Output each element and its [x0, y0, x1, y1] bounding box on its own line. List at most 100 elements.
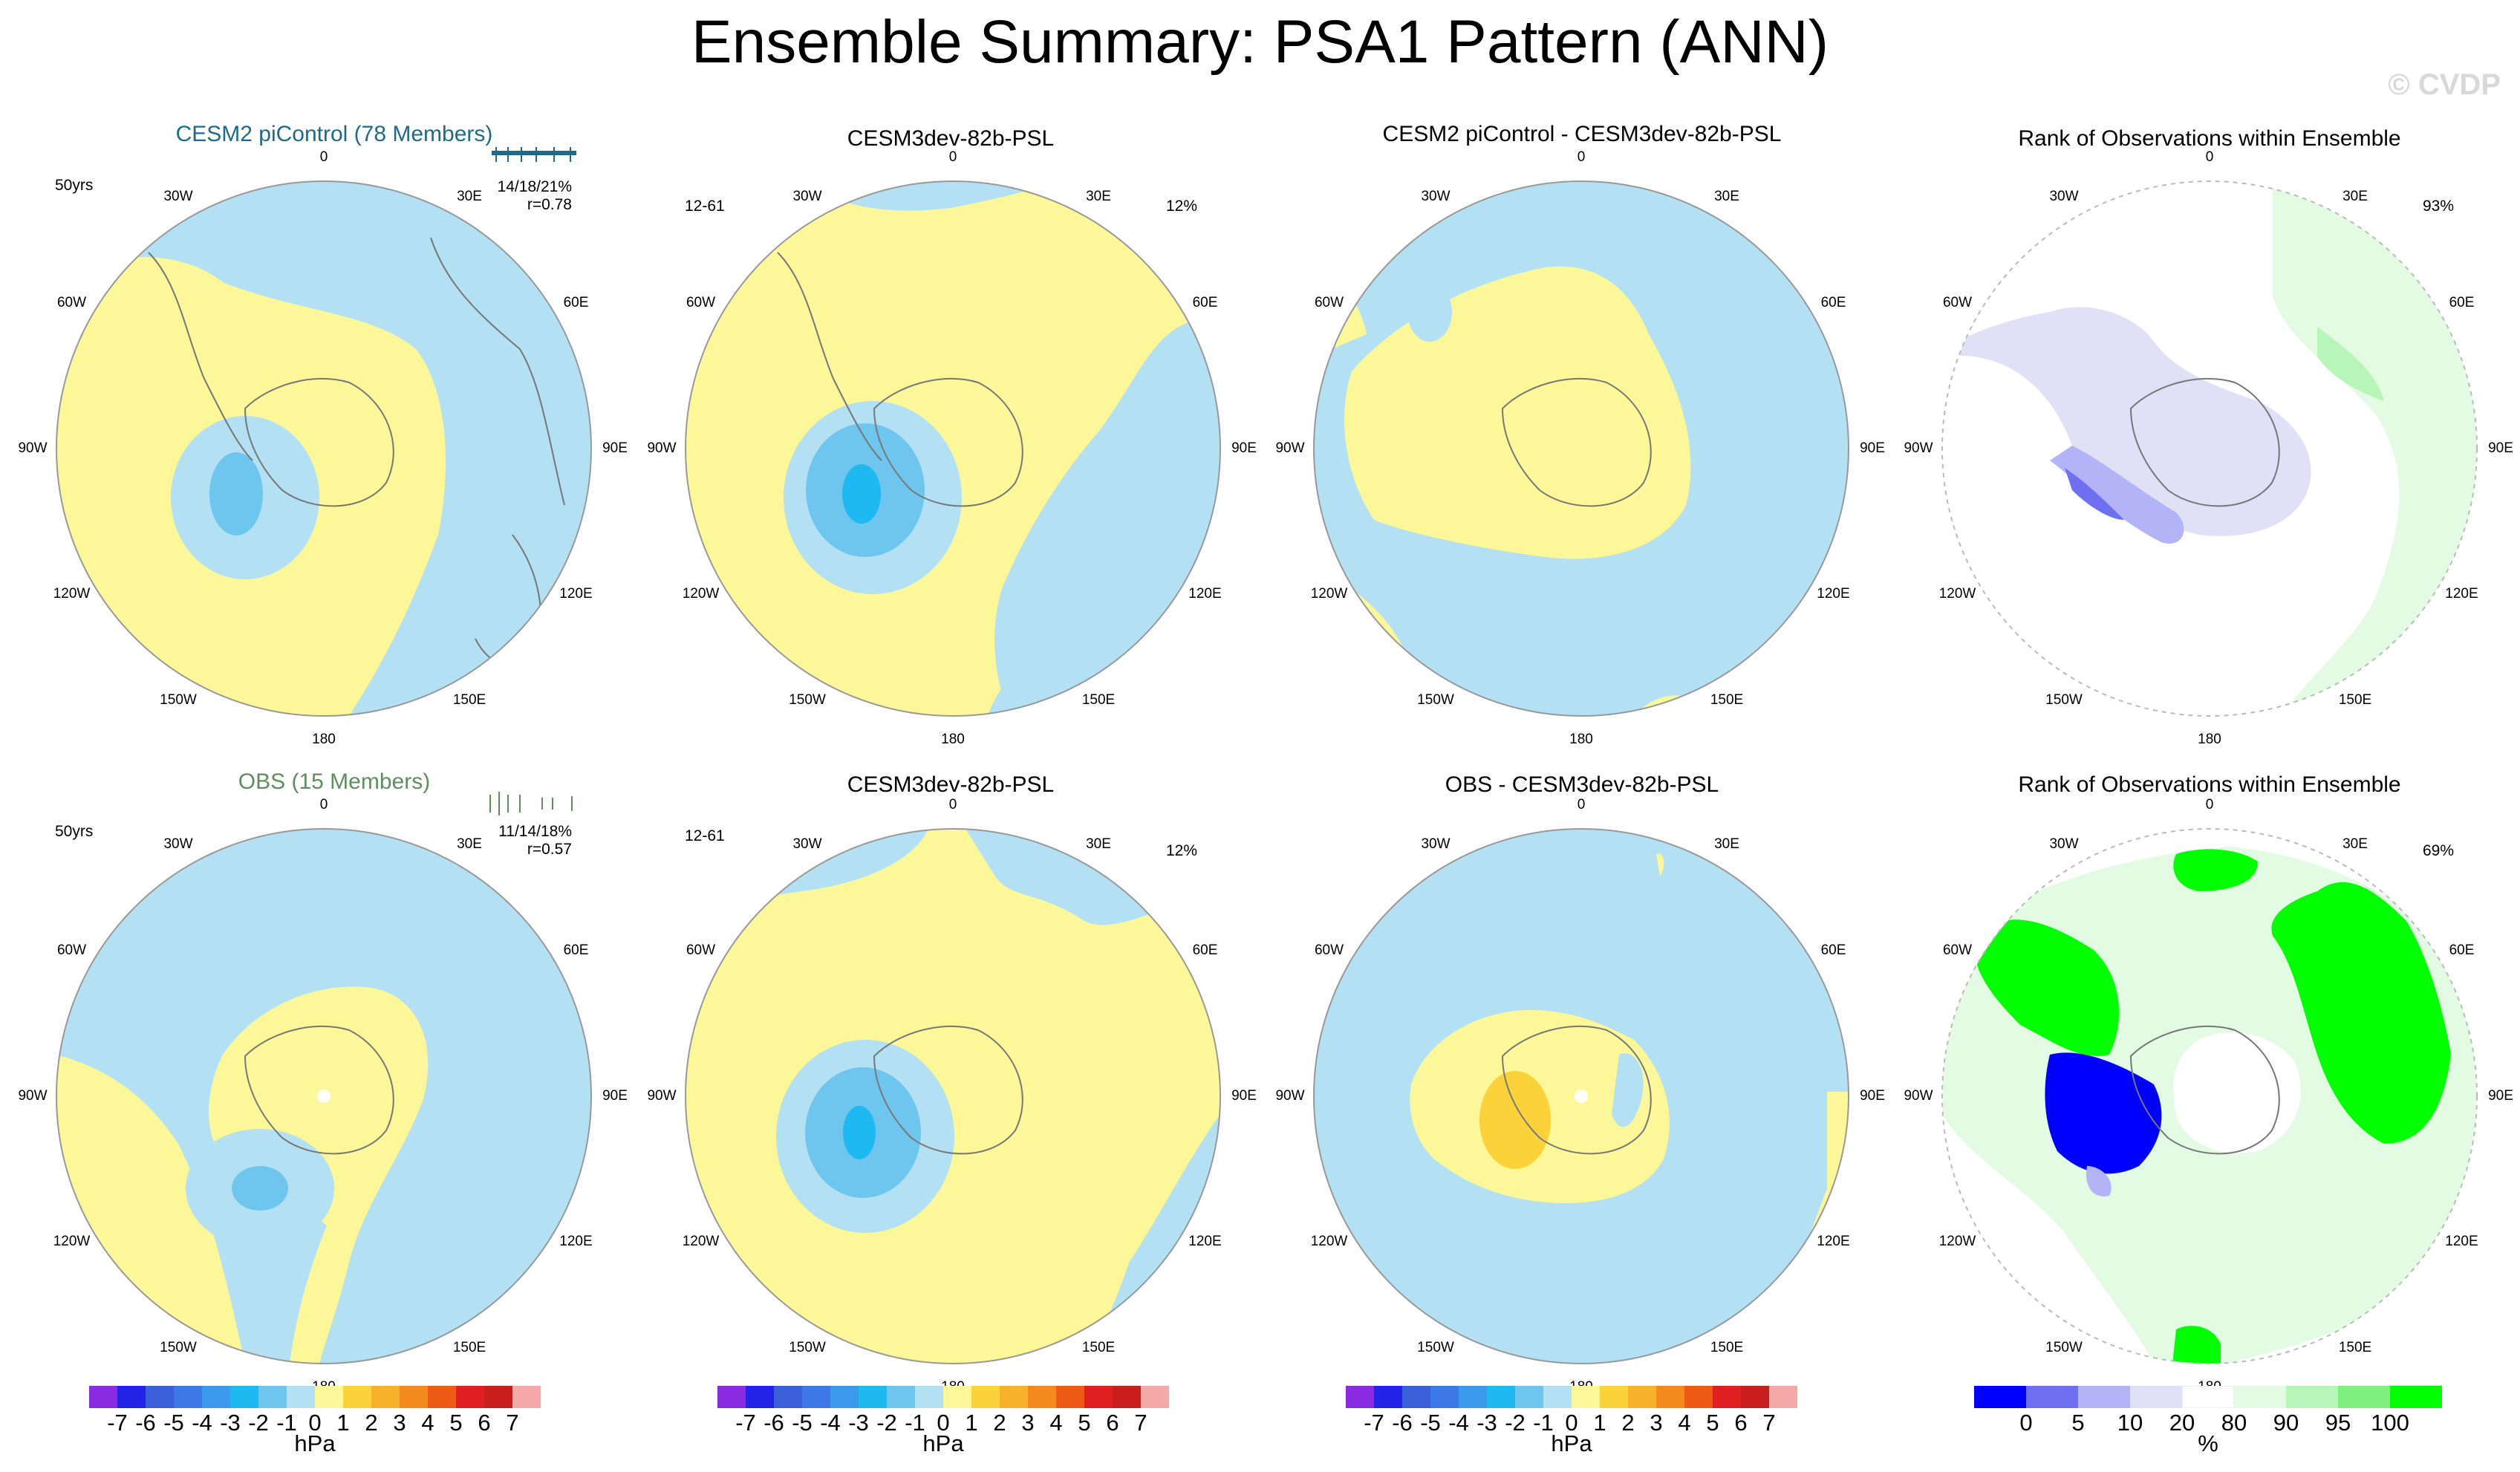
colorbar-swatch — [1515, 1386, 1543, 1408]
colorbar-tick: 0 — [308, 1410, 322, 1436]
lon-label: 30E — [1714, 836, 1739, 852]
colorbar-swatch — [1656, 1386, 1684, 1408]
years-label-top: 50yrs — [55, 177, 94, 194]
colorbar-tick: -4 — [1448, 1410, 1469, 1436]
years-label-bot: 50yrs — [55, 823, 94, 840]
colorbar-tick: 2 — [993, 1410, 1006, 1436]
colorbar-swatch — [717, 1386, 746, 1408]
lon-label: 90E — [1231, 440, 1257, 456]
lon-label: 30E — [2342, 836, 2368, 852]
lon-label: 30W — [163, 836, 193, 852]
colorbar-tick: -1 — [276, 1410, 297, 1436]
lon-label: 90W — [1275, 440, 1305, 456]
lon-label: 60W — [1314, 295, 1344, 310]
colorbar-tick: 4 — [421, 1410, 434, 1436]
stats-label-top: 14/18/21% — [497, 178, 572, 195]
colorbar-swatch — [1374, 1386, 1402, 1408]
colorbar-swatch — [1628, 1386, 1656, 1408]
lon-label: 60E — [2449, 295, 2475, 310]
lon-label: 90E — [2488, 1088, 2513, 1104]
colorbar-tick: 5 — [2071, 1410, 2085, 1436]
colorbar-tick: -1 — [905, 1410, 925, 1436]
colorbar-swatch — [1974, 1386, 2026, 1408]
lon-label: 60W — [1942, 942, 1973, 958]
lon-label: 0 — [948, 149, 957, 165]
colorbar-unit-pct: % — [2198, 1430, 2218, 1456]
colorbar-tick: -5 — [1420, 1410, 1441, 1436]
colorbar-tick: -5 — [792, 1410, 813, 1436]
colorbar-swatch — [1543, 1386, 1572, 1408]
colorbar-swatch — [371, 1386, 400, 1408]
lon-label: 120W — [53, 586, 91, 602]
lon-label: 150W — [160, 1340, 197, 1356]
colorbar-tick: 7 — [1762, 1410, 1776, 1436]
lon-label: 60W — [686, 942, 716, 958]
lon-label: 90E — [602, 1088, 628, 1104]
main-title: Ensemble Summary: PSA1 Pattern (ANN) — [691, 8, 1829, 76]
colorbar-swatch — [802, 1386, 830, 1408]
colorbar-swatch — [456, 1386, 484, 1408]
lon-label: 120W — [1310, 586, 1348, 602]
colorbar-swatch — [258, 1386, 287, 1408]
lon-label: 150W — [1417, 692, 1454, 709]
map-diff-top — [1314, 181, 1849, 716]
colorbar-tick: -7 — [1364, 1410, 1384, 1436]
member-rank-bar-top — [492, 147, 576, 162]
colorbar-swatch — [1113, 1386, 1141, 1408]
lon-label: 150E — [1081, 1340, 1116, 1356]
lon-label: 150E — [452, 1340, 486, 1356]
cvdp-watermark: © CVDP — [2388, 68, 2501, 101]
panel-title-obs-bot: OBS (15 Members) — [238, 769, 431, 794]
colorbar-tick: 4 — [1678, 1410, 1691, 1436]
colorbar-tick: 7 — [506, 1410, 519, 1436]
panel-title-diff-bot: OBS - CESM3dev-82b-PSL — [1445, 772, 1719, 797]
colorbar-swatch — [1430, 1386, 1459, 1408]
colorbar-tick: 7 — [1134, 1410, 1147, 1436]
pct-label-rank-top: 93% — [2423, 198, 2455, 215]
lon-label: 150W — [2045, 692, 2083, 709]
lon-label: 120W — [1938, 1234, 1976, 1249]
r-label-bot: r=0.57 — [527, 841, 572, 858]
colorbar-tick: -6 — [1392, 1410, 1413, 1436]
colorbar-tick: -3 — [220, 1410, 241, 1436]
lon-label: 150E — [452, 692, 486, 709]
panel-title-rank-top: Rank of Observations within Ensemble — [2018, 126, 2401, 151]
lon-label: 0 — [1577, 149, 1586, 165]
colorbar-swatch — [512, 1386, 541, 1408]
colorbar-swatch — [971, 1386, 1000, 1408]
colorbar-swatch — [2130, 1386, 2182, 1408]
stats-label-bot: 11/14/18% — [498, 823, 572, 840]
lon-label: 30E — [1714, 188, 1739, 204]
colorbar-swatch — [287, 1386, 315, 1408]
map-cesm-top — [56, 181, 591, 716]
lon-label: 0 — [2205, 149, 2214, 165]
lon-label: 60E — [1192, 295, 1218, 310]
colorbar-tick: -4 — [820, 1410, 841, 1436]
lon-label: 150E — [1081, 692, 1116, 709]
colorbar-tick: 80 — [2221, 1410, 2247, 1436]
colorbar-tick: -2 — [248, 1410, 269, 1436]
colorbar-tick: 0 — [937, 1410, 950, 1436]
colorbar-tick: -3 — [1476, 1410, 1497, 1436]
colorbar-tick: 6 — [1734, 1410, 1748, 1436]
map-obs-bot — [56, 829, 591, 1364]
colorbar-swatch — [1487, 1386, 1515, 1408]
colorbar-tick: 3 — [1650, 1410, 1663, 1436]
lon-label: 30E — [1086, 836, 1111, 852]
panel-title-dev-bot: CESM3dev-82b-PSL — [847, 772, 1055, 797]
colorbar-swatch — [1600, 1386, 1628, 1408]
lon-label: 60E — [1192, 942, 1218, 958]
lon-label: 90E — [2488, 440, 2513, 456]
lon-label: 150E — [1710, 692, 1744, 709]
panel-title-rank-bot: Rank of Observations within Ensemble — [2018, 772, 2401, 797]
lon-label: 30E — [1086, 188, 1111, 204]
lon-label: 90W — [1275, 1088, 1305, 1104]
lon-label: 120E — [559, 586, 593, 602]
colorbar-tick: 1 — [965, 1410, 978, 1436]
colorbar-swatch — [146, 1386, 174, 1408]
colorbar-swatch — [746, 1386, 774, 1408]
lon-label: 120W — [1310, 1234, 1348, 1249]
colorbar-tick: 95 — [2325, 1410, 2351, 1436]
colorbar-tick: -3 — [848, 1410, 869, 1436]
colorbar-tick: -6 — [764, 1410, 784, 1436]
